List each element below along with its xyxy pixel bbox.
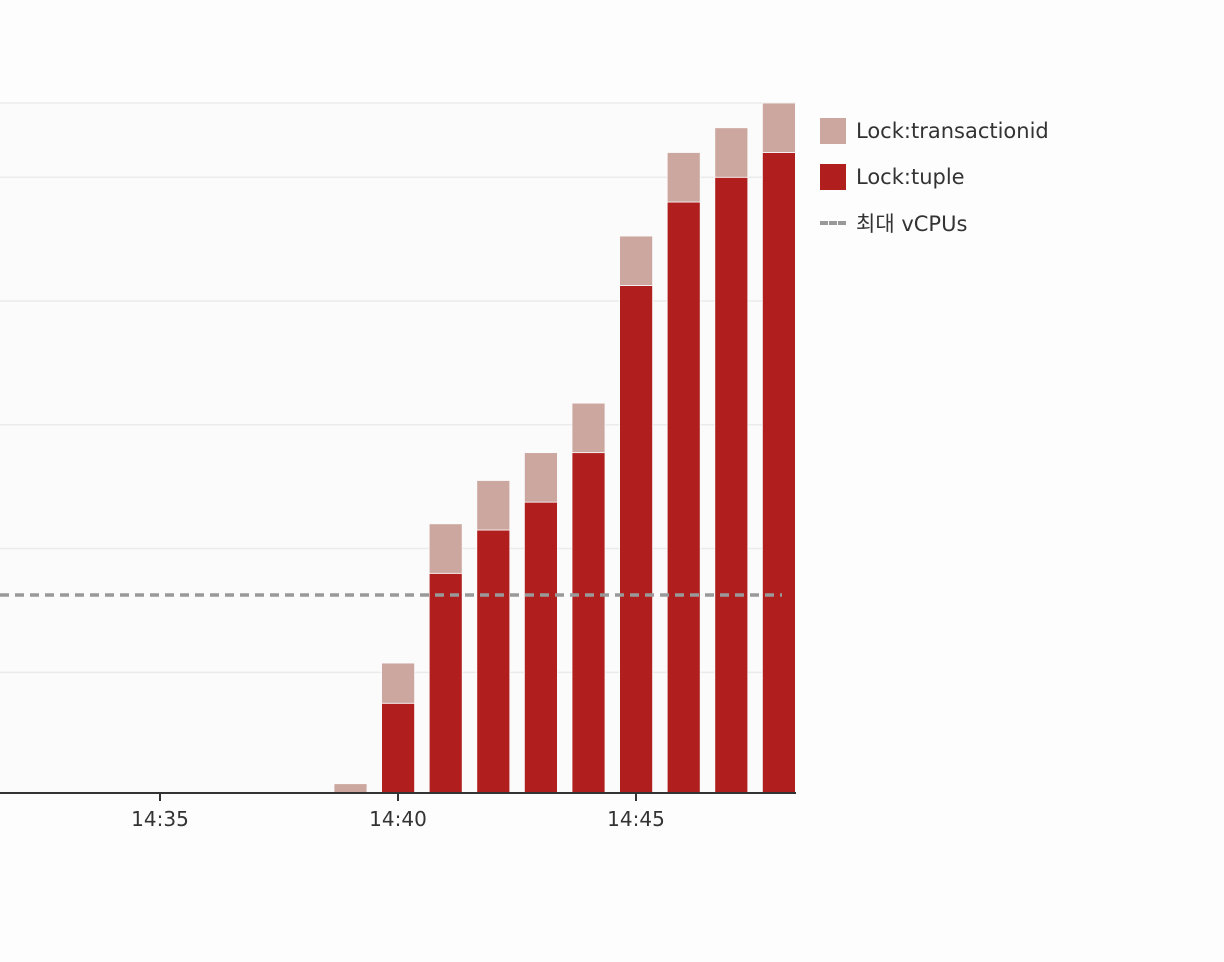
bar-1440-series-0 [381, 702, 416, 794]
bar-1442-series-1 [476, 480, 511, 531]
bar-1439-series-1 [333, 783, 368, 794]
bar-1443-series-1 [524, 452, 558, 503]
x-tick-label-0: 14:35 [131, 807, 189, 831]
legend-label-max-vcpus: 최대 vCPUs [856, 212, 968, 236]
bar-1443-series-0 [524, 501, 558, 794]
chart-legend: Lock:transactionid Lock:tuple 최대 vCPUs [820, 108, 1049, 246]
bar-1444-series-1 [571, 402, 606, 454]
bar-1444-series-0 [571, 452, 606, 794]
legend-swatch-transactionid [820, 118, 846, 144]
bar-1441-series-1 [428, 523, 463, 574]
bar-1448-series-0 [762, 152, 796, 794]
x-tick-label-1: 14:40 [369, 807, 427, 831]
bar-1442-series-0 [476, 529, 511, 794]
bar-1446-series-1 [666, 152, 701, 203]
legend-item-transactionid[interactable]: Lock:transactionid [820, 108, 1049, 154]
legend-label-tuple: Lock:tuple [856, 165, 965, 189]
bar-1447-series-1 [714, 127, 749, 178]
bar-1448-series-1 [762, 102, 796, 153]
legend-item-tuple[interactable]: Lock:tuple [820, 154, 1049, 200]
bar-1446-series-0 [666, 201, 701, 794]
bar-1440-series-1 [381, 662, 416, 704]
bar-1447-series-0 [714, 176, 749, 794]
bar-1445-series-0 [619, 285, 653, 794]
legend-label-transactionid: Lock:transactionid [856, 119, 1049, 143]
legend-item-max-vcpus[interactable]: 최대 vCPUs [820, 200, 1049, 246]
legend-swatch-max-vcpus [820, 221, 846, 225]
bar-1441-series-0 [428, 572, 463, 794]
x-tick-label-2: 14:45 [607, 807, 665, 831]
legend-swatch-tuple [820, 164, 846, 190]
bar-1445-series-1 [619, 235, 653, 286]
